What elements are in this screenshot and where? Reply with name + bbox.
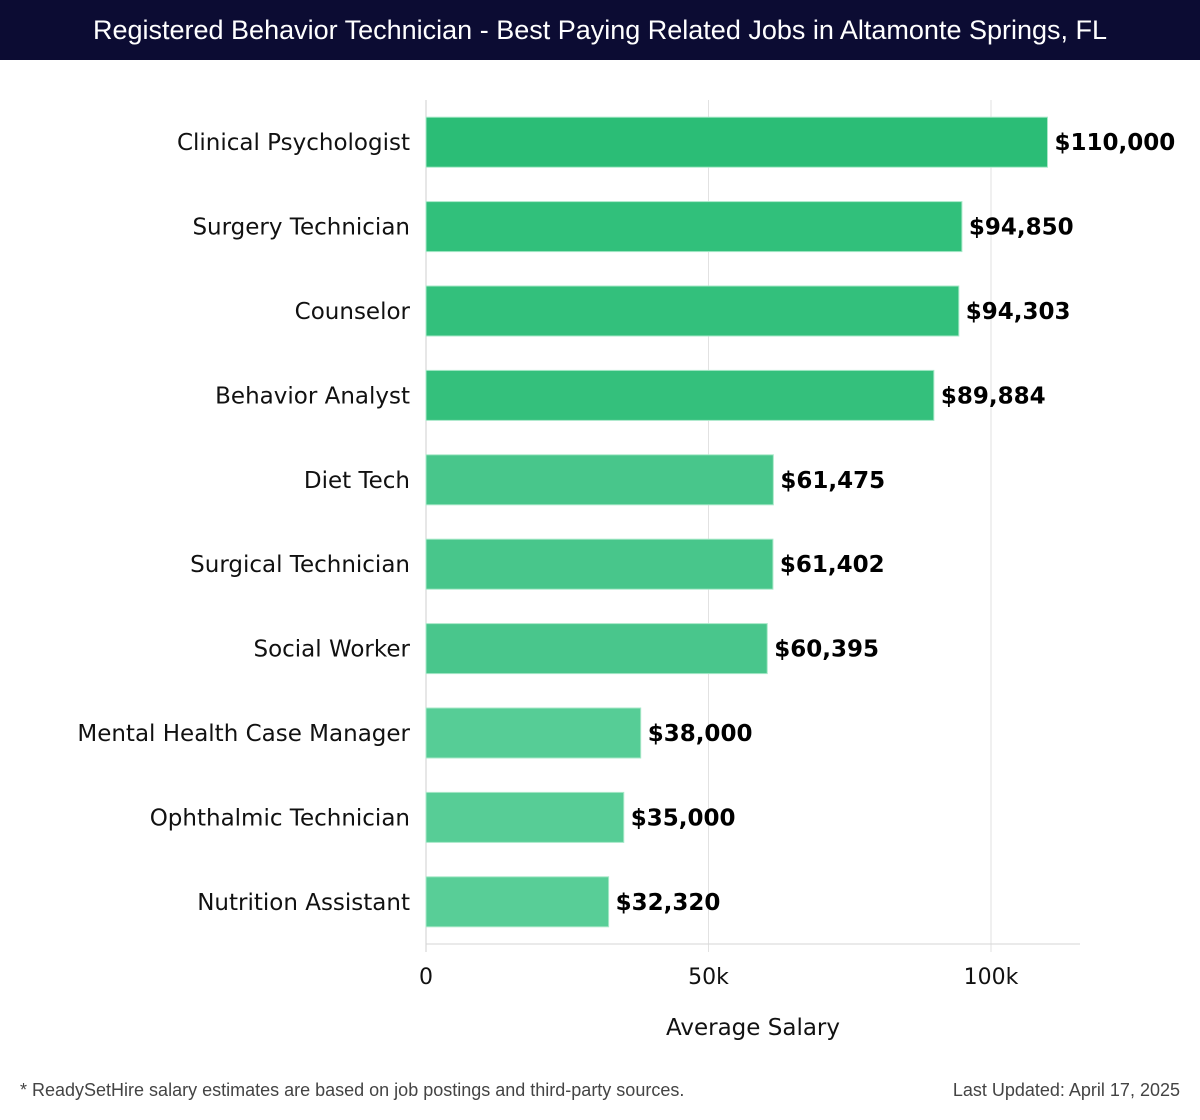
value-label: $94,850 [969, 215, 1074, 241]
bar [425, 538, 774, 590]
bar [425, 623, 768, 675]
category-label: Clinical Psychologist [177, 130, 410, 156]
value-label: $94,303 [966, 299, 1071, 325]
bar-chart: 0 50k 100k Average Salary Clinical Psycholog… [77, 100, 1176, 1041]
bar [425, 285, 960, 337]
bar [425, 201, 963, 253]
value-label: $61,402 [780, 552, 885, 578]
value-label: $32,320 [616, 890, 721, 916]
footer-note: * ReadySetHire salary estimates are base… [20, 1080, 685, 1100]
value-label: $60,395 [774, 637, 879, 663]
category-label: Counselor [295, 299, 411, 325]
bar [425, 369, 935, 421]
value-label: $110,000 [1055, 130, 1176, 156]
category-label: Mental Health Case Manager [77, 721, 410, 747]
category-label: Social Worker [253, 637, 410, 663]
x-tick-label: 50k [688, 965, 729, 990]
x-tick-label: 0 [419, 965, 433, 990]
value-label: $89,884 [941, 383, 1046, 409]
bar [425, 791, 625, 843]
bar [425, 876, 610, 928]
bar [425, 707, 642, 759]
category-label: Surgery Technician [192, 215, 410, 241]
bar [425, 116, 1048, 168]
chart-title: Registered Behavior Technician - Best Pa… [0, 0, 1200, 60]
category-label: Nutrition Assistant [197, 890, 410, 916]
category-label: Behavior Analyst [215, 383, 410, 409]
category-label: Surgical Technician [190, 552, 410, 578]
category-label: Diet Tech [304, 468, 410, 494]
x-axis-title: Average Salary [666, 1015, 840, 1041]
bar [425, 454, 774, 506]
value-label: $61,475 [780, 468, 885, 494]
value-label: $35,000 [631, 805, 736, 831]
x-tick-label: 100k [964, 965, 1019, 990]
last-updated: Last Updated: April 17, 2025 [952, 1080, 1180, 1100]
category-label: Ophthalmic Technician [150, 805, 410, 831]
value-label: $38,000 [648, 721, 753, 747]
